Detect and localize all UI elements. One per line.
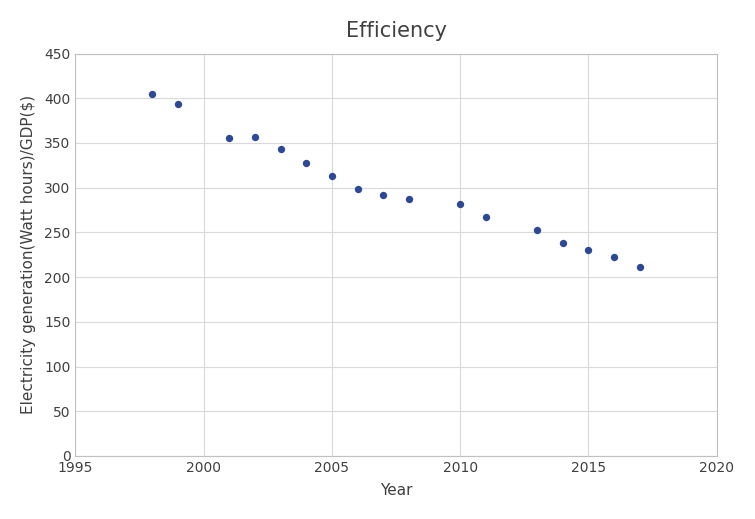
Point xyxy=(556,239,569,247)
X-axis label: Year: Year xyxy=(380,483,412,498)
Point xyxy=(608,252,620,261)
Point xyxy=(582,246,594,254)
Point xyxy=(403,195,415,203)
Point xyxy=(223,133,236,142)
Point xyxy=(249,132,261,141)
Point xyxy=(454,200,466,208)
Point xyxy=(352,184,364,193)
Point xyxy=(172,100,184,108)
Point xyxy=(633,263,646,271)
Y-axis label: Electricity generation(Watt hours)/GDP($): Electricity generation(Watt hours)/GDP($… xyxy=(21,95,35,414)
Point xyxy=(531,226,543,234)
Point xyxy=(275,145,287,153)
Point xyxy=(378,190,390,199)
Point xyxy=(300,158,313,167)
Point xyxy=(146,90,159,98)
Point xyxy=(479,213,492,221)
Point xyxy=(326,172,338,180)
Title: Efficiency: Efficiency xyxy=(346,21,446,41)
